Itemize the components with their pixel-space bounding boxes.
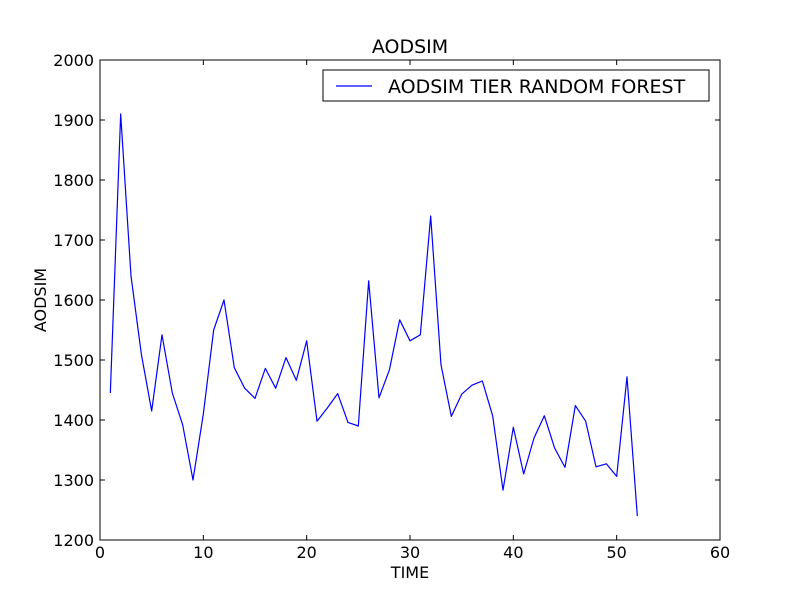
series-line-0 xyxy=(109,113,638,517)
x-tick-label: 40 xyxy=(503,543,523,562)
y-tick-label: 1400 xyxy=(53,411,94,430)
y-tick-label: 1200 xyxy=(53,531,94,550)
legend-label: AODSIM TIER RANDOM FOREST xyxy=(388,76,686,98)
y-tick-label: 1500 xyxy=(53,351,94,370)
y-tick-label: 1700 xyxy=(53,231,94,250)
legend-box xyxy=(322,69,710,102)
x-tick-label: 10 xyxy=(193,543,213,562)
y-axis-label: AODSIM xyxy=(31,268,50,332)
chart-title: AODSIM xyxy=(372,36,448,58)
x-axis-label: TIME xyxy=(390,563,429,582)
series-layer xyxy=(109,113,638,517)
x-tick-label: 0 xyxy=(95,543,105,562)
y-tick-label: 1600 xyxy=(53,291,94,310)
x-tick-label: 20 xyxy=(296,543,316,562)
plot-area-frame xyxy=(99,59,721,541)
legend: AODSIM TIER RANDOM FOREST xyxy=(322,69,710,102)
y-tick-label: 1300 xyxy=(53,471,94,490)
x-tick-label: 30 xyxy=(400,543,420,562)
ticks-layer: 0 10 20 30 40 50 60 1200 1300 1400 1500 1600 1700 180… xyxy=(53,51,730,562)
y-tick-label: 1900 xyxy=(53,111,94,130)
y-tick-label: 1800 xyxy=(53,171,94,190)
x-tick-label: 60 xyxy=(710,543,730,562)
x-tick-label: 50 xyxy=(606,543,626,562)
y-tick-label: 2000 xyxy=(53,51,94,70)
